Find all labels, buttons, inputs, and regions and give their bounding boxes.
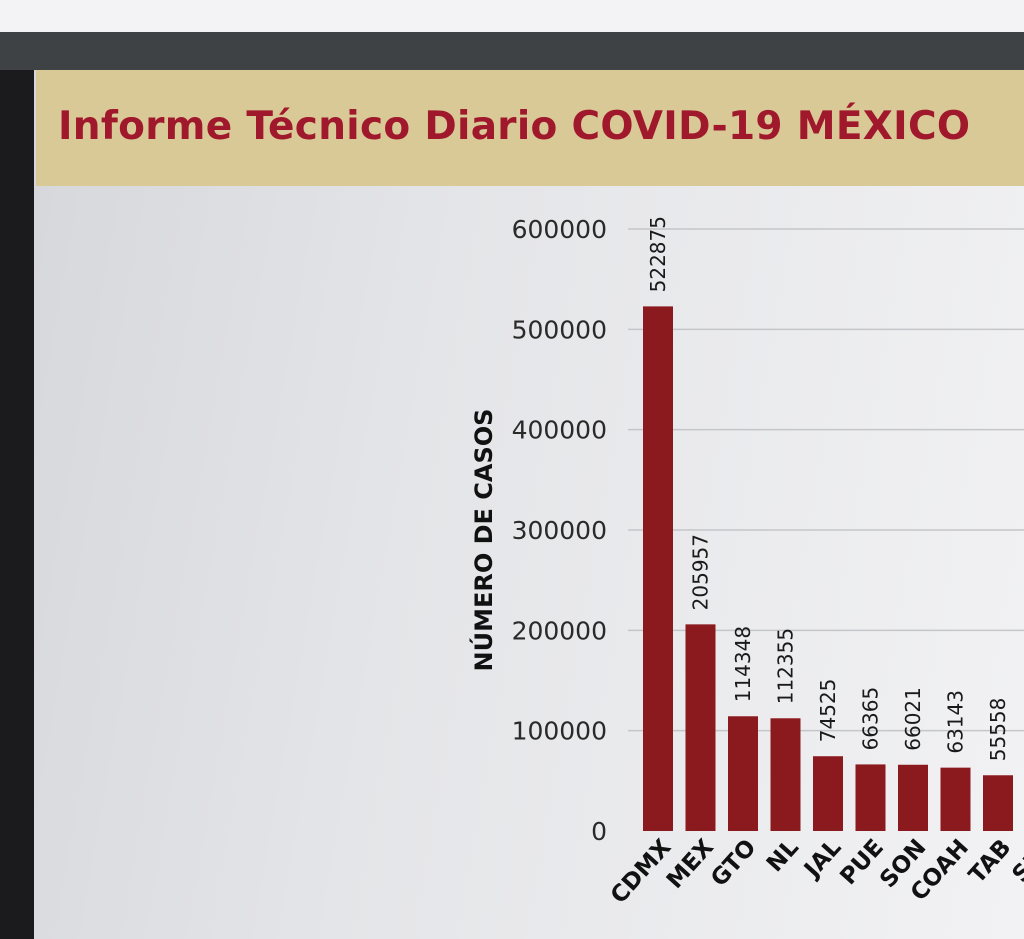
value-label-cdmx: 522875	[646, 216, 670, 292]
value-label-nl: 112355	[774, 628, 798, 704]
value-label-pue: 66365	[859, 687, 883, 751]
value-label-son: 66021	[901, 687, 925, 751]
value-label-jal: 74525	[816, 679, 840, 743]
bar-coah	[940, 767, 971, 831]
top-bar	[0, 32, 1024, 70]
value-label-coah: 63143	[944, 690, 968, 754]
window-top-strip	[0, 0, 1024, 32]
y-tick-label: 500000	[512, 315, 607, 344]
bar-gto	[728, 716, 758, 831]
bar-pue	[855, 764, 886, 831]
bar-cdmx	[643, 306, 673, 831]
bar-nl	[770, 718, 801, 831]
bar-son	[898, 764, 928, 831]
x-tick-label-mex: MEX	[662, 834, 719, 893]
bar-mex	[685, 624, 716, 831]
y-tick-label: 0	[591, 817, 607, 846]
x-tick-label-slp: SLP	[1007, 835, 1024, 888]
monitor-bezel	[0, 70, 34, 939]
value-label-gto: 114348	[731, 626, 755, 702]
bar-value-labels: 522875 205957 114348 112355 74525 66365 66021 6…	[646, 216, 1010, 761]
y-tick-label: 300000	[512, 516, 607, 545]
bars	[643, 306, 1013, 831]
title-banner	[36, 70, 1024, 186]
y-tick-label: 200000	[512, 616, 607, 645]
y-axis-label: NÚMERO DE CASOS	[468, 409, 498, 672]
x-tick-label-tab: TAB	[964, 835, 1016, 889]
value-label-tab: 55558	[986, 698, 1010, 762]
x-tick-label-gto: GTO	[706, 835, 761, 892]
y-axis-tick-labels: 0 100000 200000 300000 400000 500000 600000	[512, 215, 607, 846]
y-tick-label: 400000	[512, 416, 607, 445]
x-tick-label-nl: NL	[762, 834, 804, 877]
bar-tab	[983, 775, 1013, 831]
y-tick-label: 100000	[512, 717, 607, 746]
value-label-mex: 205957	[689, 534, 713, 610]
bar-jal	[813, 756, 843, 831]
y-tick-label: 600000	[512, 215, 607, 244]
report-title: Informe Técnico Diario COVID-19 MÉXICO	[58, 104, 971, 149]
